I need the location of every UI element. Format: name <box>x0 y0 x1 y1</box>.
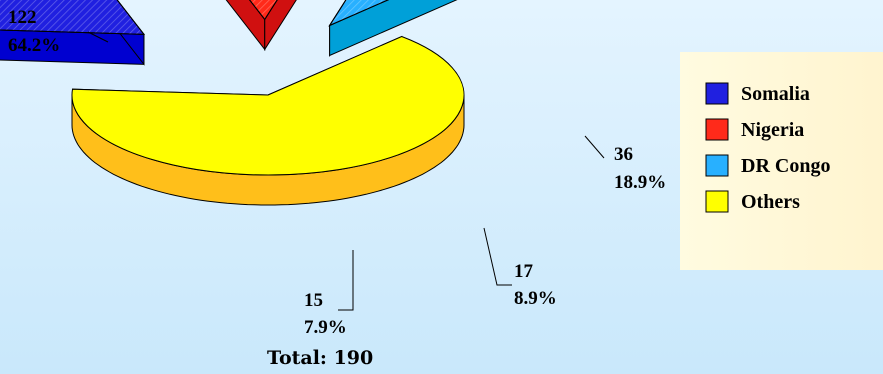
slice-somalia <box>0 0 145 66</box>
label-drcongo-value: 15 <box>304 290 323 311</box>
label-somalia-percent: 18.9% <box>614 172 666 193</box>
legend-label-dr-congo: DR Congo <box>741 155 830 177</box>
leader-lines <box>87 31 605 311</box>
slice-dr-congo-wall-end <box>329 0 458 57</box>
slice-others-top <box>71 35 465 176</box>
leader-line-nigeria <box>483 227 512 286</box>
label-somalia-value: 36 <box>614 144 633 165</box>
label-others-percent: 64.2% <box>8 35 60 56</box>
label-others-value: 122 <box>8 7 37 28</box>
slice-nigeria <box>225 0 297 52</box>
leader-line-drcongo <box>338 250 354 311</box>
legend-label-others: Others <box>741 191 800 213</box>
legend-swatch-dr-congo <box>705 154 729 177</box>
slice-others <box>71 35 465 206</box>
label-drcongo-percent: 7.9% <box>304 317 347 338</box>
slice-nigeria-wall-end <box>264 0 297 52</box>
slice-nigeria-texture <box>249 0 278 21</box>
slice-dr-congo <box>328 0 458 58</box>
legend: Somalia Nigeria DR Congo Others <box>680 52 883 270</box>
leader-line-others <box>87 31 109 43</box>
pie-slices <box>0 0 465 206</box>
leader-line-somalia <box>584 135 605 159</box>
label-nigeria-percent: 8.9% <box>514 288 557 309</box>
slice-dr-congo-texture <box>328 0 389 27</box>
legend-swatch-nigeria <box>705 118 729 141</box>
legend-swatch-others <box>705 190 729 213</box>
legend-label-somalia: Somalia <box>741 83 810 105</box>
total-label: Total: 190 <box>267 347 373 369</box>
legend-label-nigeria: Nigeria <box>741 119 804 141</box>
label-nigeria-value: 17 <box>514 261 534 282</box>
legend-swatch-somalia <box>705 82 729 105</box>
slice-somalia-texture <box>0 0 145 35</box>
